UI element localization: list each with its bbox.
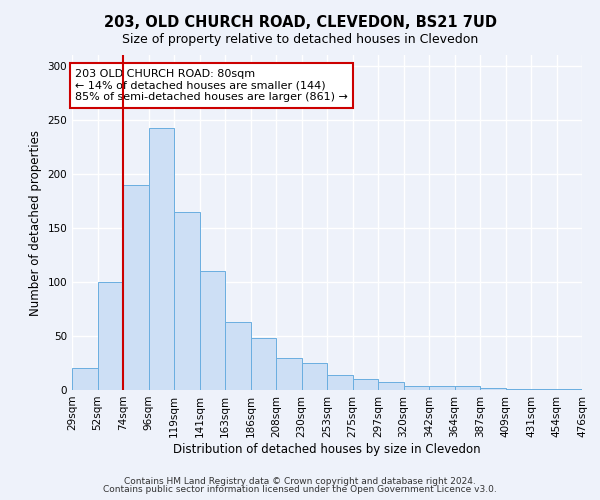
Bar <box>429 386 455 390</box>
Bar <box>353 379 378 390</box>
Bar <box>327 375 353 390</box>
Bar <box>149 128 174 390</box>
Bar <box>557 389 582 390</box>
X-axis label: Distribution of detached houses by size in Clevedon: Distribution of detached houses by size … <box>173 442 481 456</box>
Bar <box>97 282 123 390</box>
Bar <box>174 212 199 390</box>
Bar <box>378 382 404 390</box>
Bar <box>199 271 225 390</box>
Bar <box>251 338 276 390</box>
Y-axis label: Number of detached properties: Number of detached properties <box>29 130 42 316</box>
Text: 203, OLD CHURCH ROAD, CLEVEDON, BS21 7UD: 203, OLD CHURCH ROAD, CLEVEDON, BS21 7UD <box>104 15 497 30</box>
Bar <box>123 184 149 390</box>
Text: Size of property relative to detached houses in Clevedon: Size of property relative to detached ho… <box>122 32 478 46</box>
Text: Contains HM Land Registry data © Crown copyright and database right 2024.: Contains HM Land Registry data © Crown c… <box>124 477 476 486</box>
Bar <box>404 386 429 390</box>
Text: 203 OLD CHURCH ROAD: 80sqm
← 14% of detached houses are smaller (144)
85% of sem: 203 OLD CHURCH ROAD: 80sqm ← 14% of deta… <box>75 69 348 102</box>
Bar <box>455 386 480 390</box>
Bar <box>276 358 302 390</box>
Bar <box>531 389 557 390</box>
Bar <box>505 389 531 390</box>
Bar <box>302 363 327 390</box>
Bar <box>480 388 505 390</box>
Text: Contains public sector information licensed under the Open Government Licence v3: Contains public sector information licen… <box>103 485 497 494</box>
Bar <box>72 368 97 390</box>
Bar <box>225 322 251 390</box>
